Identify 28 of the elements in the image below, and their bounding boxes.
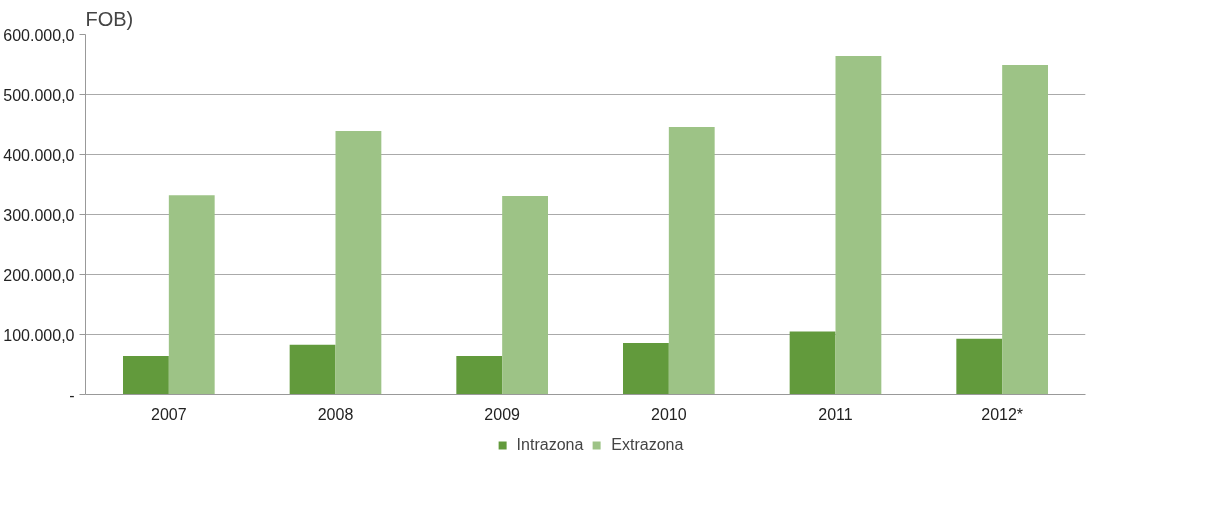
bar — [835, 56, 882, 395]
bar — [168, 195, 215, 395]
bar — [335, 131, 382, 395]
x-tick-label: 2007 — [151, 405, 187, 423]
y-tick-label: 600.000,0 — [3, 26, 75, 44]
y-tick-label: - — [69, 386, 75, 404]
legend-label: Extrazona — [611, 436, 684, 454]
y-tick-label: 500.000,0 — [3, 86, 75, 104]
bar — [289, 344, 336, 395]
bar — [623, 342, 669, 395]
x-tick-label: 2010 — [651, 405, 687, 423]
x-tick-label: 2008 — [317, 405, 354, 423]
y-tick-label: 100.000,0 — [3, 326, 75, 344]
legend-label: Intrazona — [516, 436, 584, 454]
bar — [789, 331, 836, 395]
y-tick-label: 400.000,0 — [3, 146, 75, 164]
x-tick-label: 2011 — [818, 405, 853, 423]
x-tick-label: 2012* — [981, 405, 1024, 423]
y-tick-label: 300.000,0 — [3, 206, 75, 224]
chart-title: FOB) — [85, 7, 134, 30]
bar — [502, 195, 548, 395]
y-tick-label: 200.000,0 — [3, 266, 75, 284]
bar — [1002, 65, 1048, 395]
bar — [123, 356, 169, 395]
x-tick-label: 2009 — [484, 405, 521, 423]
bar — [956, 338, 1003, 395]
bar — [668, 126, 715, 395]
bar — [456, 356, 503, 395]
